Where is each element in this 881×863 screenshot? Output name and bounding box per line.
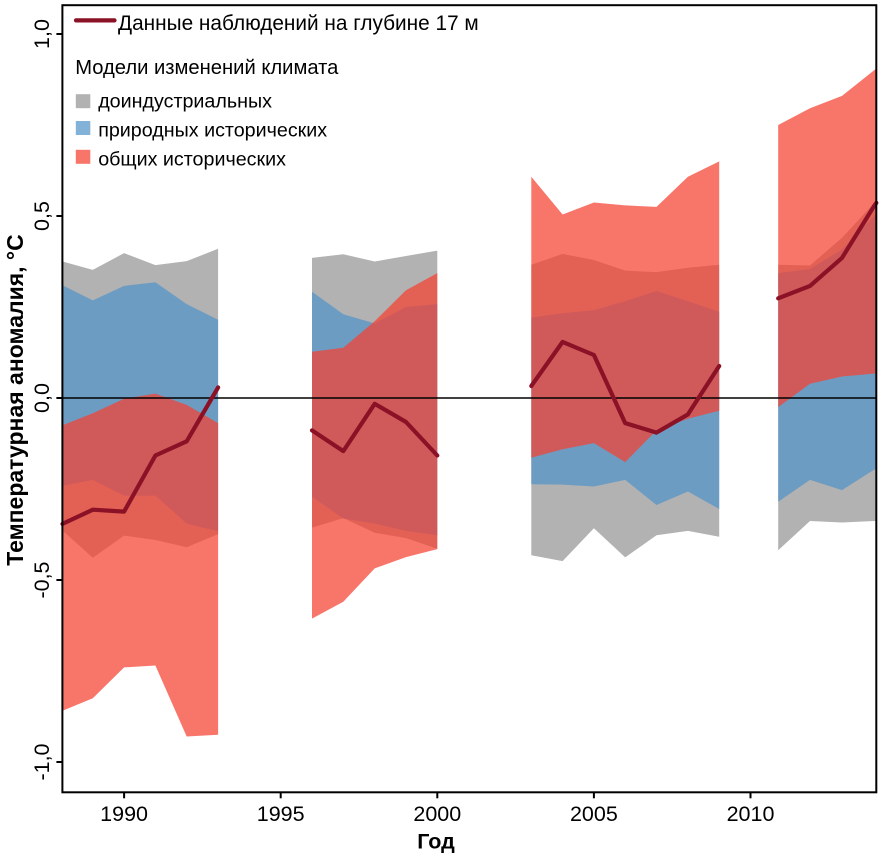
svg-text:Температурная аномалия, °C: Температурная аномалия, °C	[2, 234, 28, 566]
svg-text:Модели изменений климата: Модели изменений климата	[75, 57, 339, 79]
svg-text:Год: Год	[417, 830, 455, 854]
svg-text:1990: 1990	[100, 802, 148, 826]
svg-text:доиндустриальных: доиндустриальных	[98, 91, 272, 113]
svg-text:0,5: 0,5	[30, 201, 54, 231]
svg-text:2005: 2005	[570, 802, 618, 826]
svg-text:природных исторических: природных исторических	[98, 120, 327, 142]
svg-text:-1,0: -1,0	[30, 743, 54, 780]
svg-text:0,0: 0,0	[30, 383, 54, 413]
svg-text:Данные наблюдений на глубине 1: Данные наблюдений на глубине 17 м	[118, 12, 479, 35]
svg-text:1,0: 1,0	[30, 19, 54, 49]
svg-text:1995: 1995	[257, 802, 305, 826]
svg-text:2010: 2010	[727, 802, 775, 826]
svg-text:-0,5: -0,5	[30, 561, 54, 598]
svg-text:общих исторических: общих исторических	[98, 148, 286, 170]
svg-text:2000: 2000	[413, 802, 461, 826]
